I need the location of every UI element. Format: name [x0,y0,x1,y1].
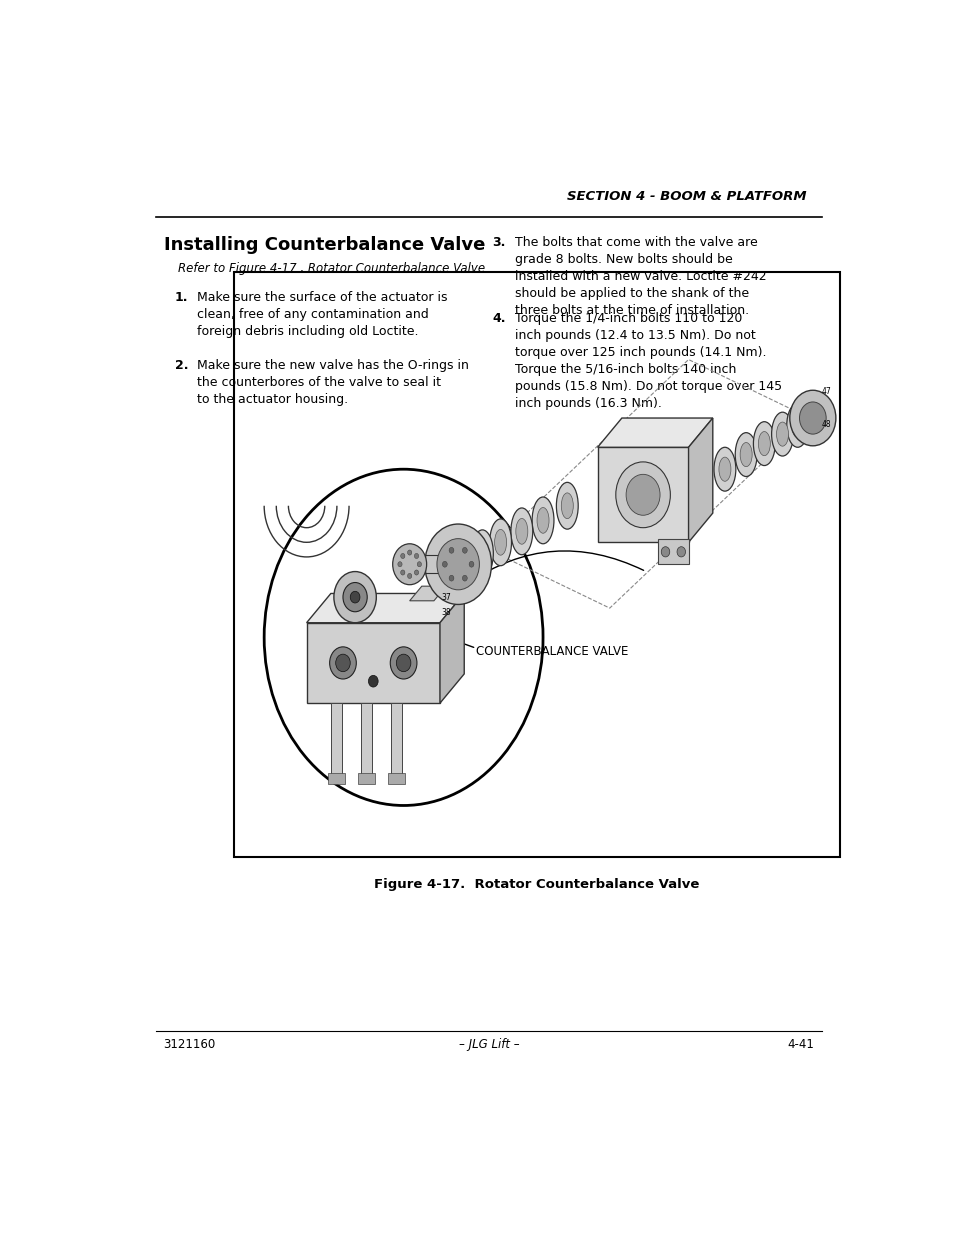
Text: Refer to Figure 4-17., Rotator Counterbalance Valve.: Refer to Figure 4-17., Rotator Counterba… [178,262,489,275]
Text: Torque the 1/4-inch bolts 110 to 120
inch pounds (12.4 to 13.5 Nm). Do not
torqu: Torque the 1/4-inch bolts 110 to 120 inc… [515,311,781,410]
Text: The bolts that come with the valve are
grade 8 bolts. New bolts should be
instal: The bolts that come with the valve are g… [515,236,765,316]
Text: 1.: 1. [174,291,188,304]
Text: Figure 4-17.  Rotator Counterbalance Valve: Figure 4-17. Rotator Counterbalance Valv… [374,878,699,890]
Bar [233,272,840,857]
Text: 3.: 3. [492,236,505,248]
Text: – JLG Lift –: – JLG Lift – [458,1039,518,1051]
Text: Make sure the surface of the actuator is
clean, free of any contamination and
fo: Make sure the surface of the actuator is… [196,291,447,338]
Text: 4-41: 4-41 [786,1039,813,1051]
Text: SECTION 4 - BOOM & PLATFORM: SECTION 4 - BOOM & PLATFORM [567,190,806,204]
Text: Make sure the new valve has the O-rings in
the counterbores of the valve to seal: Make sure the new valve has the O-rings … [196,359,468,406]
Text: 3121160: 3121160 [164,1039,215,1051]
Text: 4.: 4. [492,311,506,325]
Text: 2.: 2. [174,359,188,372]
Text: Installing Counterbalance Valve: Installing Counterbalance Valve [164,236,484,253]
